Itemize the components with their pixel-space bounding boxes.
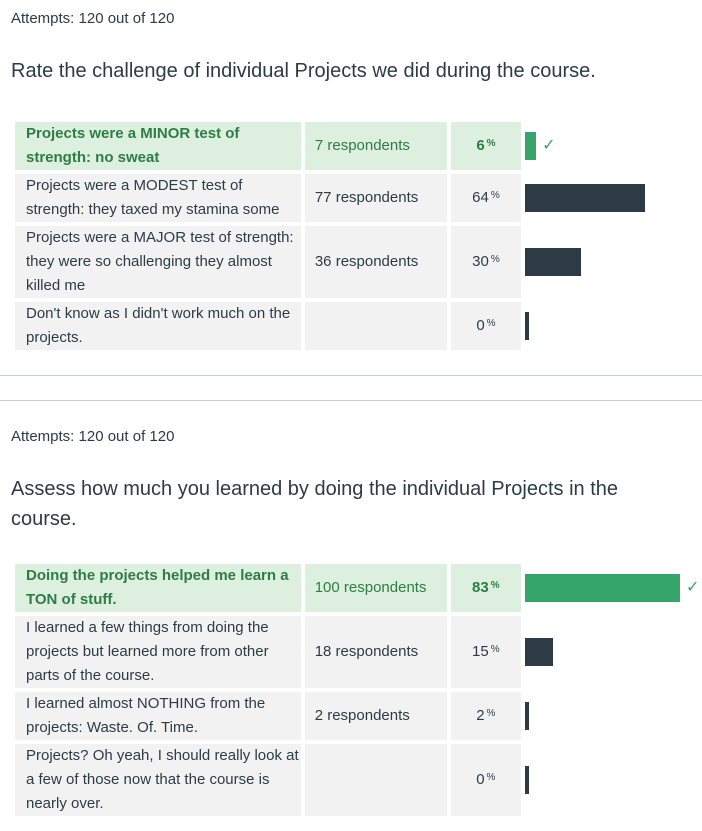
percent-value: 83% [450,564,521,612]
answer-text: Projects were a MAJOR test of strength: … [15,226,301,298]
percent-bar-fill [525,248,582,276]
checkmark-icon: ✓ [542,137,556,154]
answer-text: Doing the projects helped me learn a TON… [15,564,301,612]
respondents-count: 2 respondents [304,692,447,740]
percent-bar [524,702,698,730]
percent-bar-fill [524,766,529,794]
answer-row: Projects were a MINOR test of strength: … [15,122,698,170]
percent-bar [525,312,698,340]
respondents-count: 100 respondents [304,564,447,612]
percent-value: 0% [450,302,522,350]
percent-value: 2% [450,692,521,740]
answer-text: I learned a few things from doing the pr… [15,616,301,688]
percent-bar-fill [525,184,646,212]
respondents-count [304,744,447,816]
respondents-count [304,302,447,350]
percent-bar-fill [524,574,680,602]
answer-row: Projects were a MODEST test of strength:… [15,174,698,222]
percent-bar: ✓ [524,574,700,602]
percent-value: 6% [450,122,522,170]
percent-bar [525,248,698,276]
question-title-q2: Assess how much you learned by doing the… [11,478,619,530]
percent-bar-fill [524,638,553,666]
answer-text: I learned almost NOTHING from the projec… [15,692,301,740]
section-divider [0,400,702,401]
answer-row: Projects were a MAJOR test of strength: … [15,226,698,298]
respondents-count: 7 respondents [304,122,447,170]
answer-text: Projects were a MODEST test of strength:… [15,174,301,222]
percent-bar [524,766,698,794]
percent-bar [525,184,698,212]
question-title-q1: Rate the challenge of individual Project… [11,60,596,82]
answer-text: Projects? Oh yeah, I should really look … [15,744,301,816]
answer-text: Don't know as I didn't work much on the … [15,302,301,350]
percent-bar-fill [525,312,530,340]
percent-value: 15% [450,616,521,688]
answer-row: I learned a few things from doing the pr… [15,616,698,688]
percent-value: 30% [450,226,522,298]
percent-value: 0% [450,744,521,816]
percent-bar-fill [524,702,529,730]
attempts-label-q2: Attempts: 120 out of 120 [11,428,175,445]
answer-row: Projects? Oh yeah, I should really look … [15,744,698,816]
answer-text: Projects were a MINOR test of strength: … [15,122,301,170]
answers-table-q1: Projects were a MINOR test of strength: … [11,118,702,354]
section-divider [0,375,702,376]
percent-value: 64% [450,174,522,222]
answers-table-q2: Doing the projects helped me learn a TON… [11,560,702,820]
respondents-count: 18 respondents [304,616,447,688]
respondents-count: 36 respondents [304,226,447,298]
respondents-count: 77 respondents [304,174,447,222]
percent-bar [524,638,698,666]
percent-bar-fill [525,132,537,160]
answer-row: Don't know as I didn't work much on the … [15,302,698,350]
answer-row: I learned almost NOTHING from the projec… [15,692,698,740]
checkmark-icon: ✓ [685,579,700,596]
attempts-label-q1: Attempts: 120 out of 120 [11,10,175,27]
answer-row: Doing the projects helped me learn a TON… [15,564,700,612]
percent-bar: ✓ [525,132,698,160]
